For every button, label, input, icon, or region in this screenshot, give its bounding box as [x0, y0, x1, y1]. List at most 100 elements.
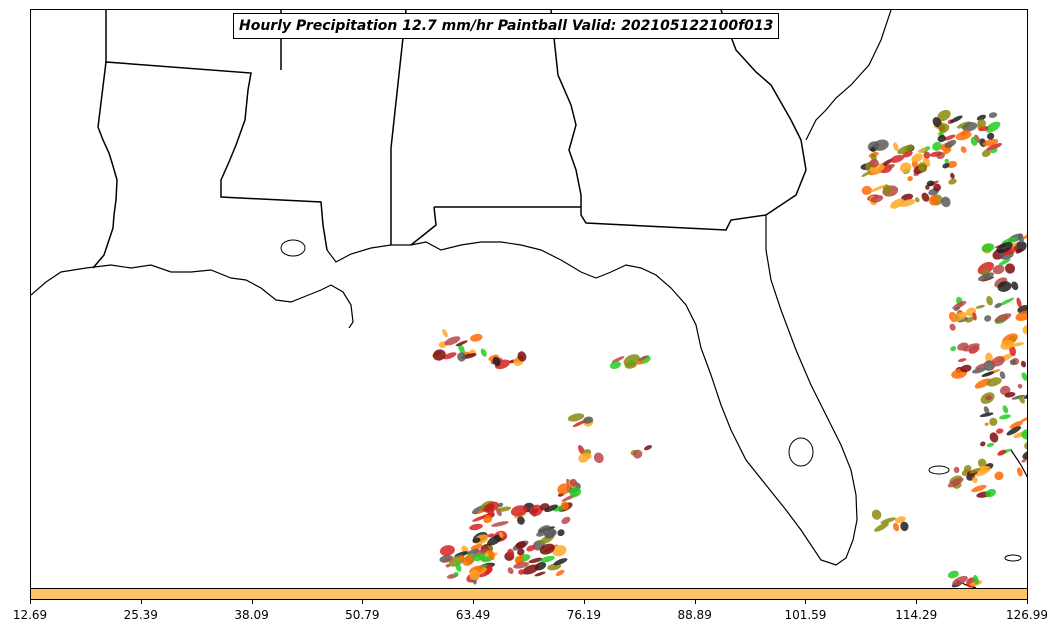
precip-blob — [973, 574, 979, 585]
precip-blob — [444, 336, 461, 346]
precip-blob — [886, 163, 895, 169]
precip-blob — [516, 516, 525, 525]
precip-blob — [960, 146, 967, 153]
precip-blob — [1022, 449, 1027, 460]
precip-blob — [984, 422, 989, 426]
precip-blob — [949, 323, 956, 331]
map-title: Hourly Precipitation 12.7 mm/hr Paintbal… — [233, 13, 780, 39]
precip-blob — [1000, 339, 1014, 350]
precip-blob — [480, 348, 487, 357]
precip-blob — [996, 242, 1013, 253]
precip-blob — [900, 521, 909, 532]
precip-blob — [1011, 281, 1019, 291]
precip-blob — [982, 138, 999, 147]
precip-blob — [998, 258, 1011, 266]
precip-blob — [986, 132, 995, 140]
precip-blob — [469, 570, 480, 581]
precip-blob — [442, 558, 451, 563]
precip-blob — [1018, 395, 1025, 404]
precip-blob — [1026, 238, 1028, 244]
precip-blob — [890, 154, 904, 163]
precip-blob — [547, 563, 562, 571]
precip-blob — [997, 281, 1012, 292]
precip-blob — [946, 160, 958, 169]
precip-blob — [989, 417, 998, 426]
precip-blob — [1016, 297, 1022, 308]
precip-blob — [572, 419, 587, 428]
precip-blob — [995, 428, 1004, 434]
colorbar — [30, 588, 1028, 600]
precip-blob — [979, 412, 994, 418]
precip-blob — [962, 343, 980, 352]
precip-blob — [470, 543, 483, 550]
precip-blob — [950, 172, 955, 179]
precip-blob — [990, 148, 998, 154]
precip-blob — [1006, 426, 1022, 436]
precip-blob — [994, 471, 1004, 481]
precip-blob — [1002, 245, 1018, 256]
colorbar-tick-label: 50.79 — [345, 608, 380, 622]
precip-blob — [526, 545, 536, 552]
precip-blob — [628, 359, 634, 364]
precip-blob — [944, 158, 949, 164]
precip-blob — [459, 555, 464, 560]
precip-blob — [539, 543, 555, 555]
precip-blob — [899, 162, 912, 173]
precip-blob — [1022, 324, 1027, 335]
precip-blob — [897, 144, 914, 155]
precip-blob — [959, 129, 969, 136]
precip-blob — [868, 159, 879, 168]
precip-blob — [1022, 231, 1027, 239]
precip-blob — [984, 315, 992, 322]
precip-blob — [469, 523, 483, 531]
colorbar-tick-mark — [805, 599, 807, 604]
precip-blob — [636, 360, 645, 365]
precip-blob — [497, 502, 504, 508]
precip-blob — [567, 413, 585, 422]
precip-blob — [522, 564, 539, 575]
precip-blob — [917, 147, 927, 153]
precip-blob — [907, 176, 913, 182]
precip-blob — [893, 142, 899, 152]
precip-blob — [953, 466, 960, 474]
precip-blob — [1016, 467, 1023, 477]
colorbar-tick-label: 76.19 — [566, 608, 602, 622]
precip-blob — [988, 112, 998, 118]
precip-blob — [976, 114, 986, 121]
precip-blob — [1002, 405, 1009, 414]
colorbar-tick-label: 63.49 — [455, 608, 491, 622]
precip-blob — [637, 355, 649, 361]
precip-blob — [529, 504, 543, 516]
precip-blob — [445, 563, 451, 568]
precip-blob — [937, 135, 946, 143]
precip-blob — [932, 117, 942, 128]
precip-blob — [874, 522, 889, 532]
precip-blob — [890, 198, 905, 209]
precip-blob — [1024, 440, 1027, 450]
precip-blob — [894, 516, 906, 524]
precip-blob — [611, 356, 625, 363]
precip-blob — [644, 445, 652, 451]
precip-blob — [1020, 360, 1027, 368]
precip-blob — [901, 193, 914, 201]
precip-blob — [507, 567, 514, 574]
precip-blob — [925, 184, 930, 190]
precip-blob — [561, 501, 569, 510]
colorbar-tick-label: 25.39 — [123, 608, 158, 622]
precip-blob — [911, 153, 923, 163]
precip-blob — [552, 545, 567, 557]
coastline — [31, 10, 1027, 588]
precip-blob — [918, 162, 928, 173]
precip-blob — [432, 349, 446, 361]
precip-blob — [466, 548, 480, 555]
precip-blob — [515, 541, 527, 549]
precip-blob — [569, 487, 582, 498]
precip-blob — [947, 477, 964, 488]
precip-blob — [487, 543, 493, 551]
precip-blob — [1026, 461, 1027, 470]
water-bodies — [280, 239, 1022, 562]
precip-blob — [975, 304, 985, 309]
precip-blob — [985, 488, 997, 498]
precip-blob — [972, 312, 977, 321]
precip-blob — [944, 139, 957, 148]
